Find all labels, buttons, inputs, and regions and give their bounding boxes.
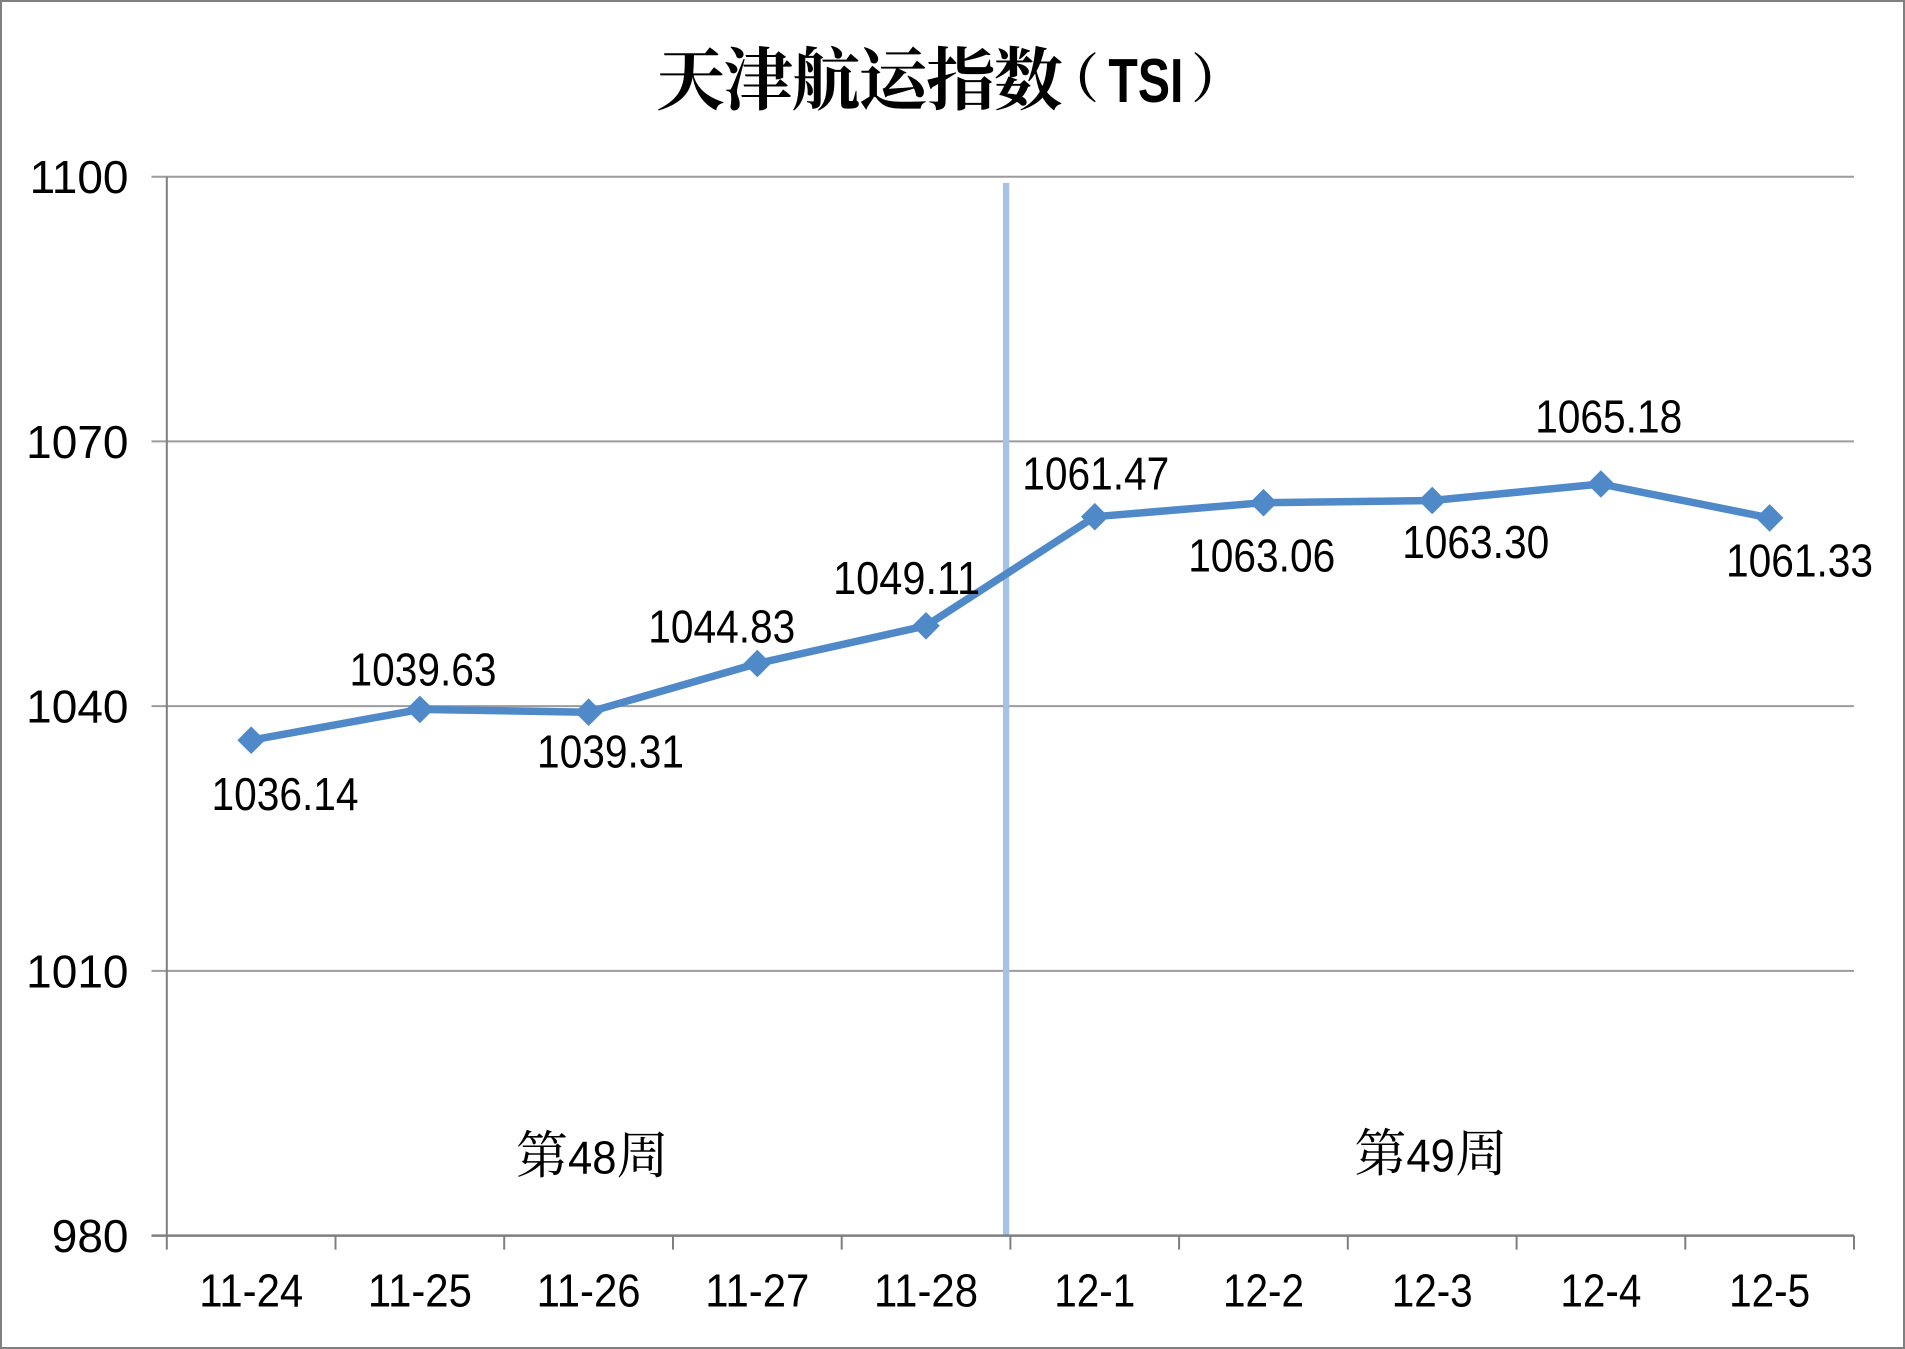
svg-text:980: 980	[52, 1210, 129, 1262]
svg-text:1049.11: 1049.11	[833, 552, 980, 604]
svg-text:1100: 1100	[30, 151, 129, 203]
svg-text:11-24: 11-24	[199, 1264, 303, 1316]
svg-text:49: 49	[1406, 1130, 1455, 1182]
svg-text:11-26: 11-26	[537, 1264, 641, 1316]
svg-text:1061.47: 1061.47	[1022, 447, 1169, 499]
svg-text:1044.83: 1044.83	[648, 601, 795, 653]
svg-text:1065.18: 1065.18	[1535, 391, 1682, 443]
svg-text:1039.31: 1039.31	[537, 725, 684, 777]
svg-text:48: 48	[568, 1132, 617, 1184]
svg-text:1040: 1040	[26, 681, 128, 733]
svg-text:1063.06: 1063.06	[1188, 530, 1335, 582]
svg-text:1063.30: 1063.30	[1402, 516, 1549, 568]
svg-text:11-28: 11-28	[874, 1264, 978, 1316]
svg-text:12-2: 12-2	[1223, 1264, 1304, 1316]
svg-text:12-5: 12-5	[1729, 1264, 1810, 1316]
svg-text:11-25: 11-25	[368, 1264, 472, 1316]
svg-text:1010: 1010	[26, 945, 128, 997]
svg-text:12-1: 12-1	[1054, 1264, 1135, 1316]
svg-text:1039.63: 1039.63	[350, 644, 497, 696]
svg-text:12-4: 12-4	[1560, 1264, 1641, 1316]
svg-text:1036.14: 1036.14	[212, 768, 359, 820]
svg-text:1070: 1070	[26, 416, 128, 468]
svg-text:1061.33: 1061.33	[1726, 535, 1873, 587]
svg-text:12-3: 12-3	[1392, 1264, 1473, 1316]
svg-text:11-27: 11-27	[705, 1264, 809, 1316]
svg-text:TSI: TSI	[1108, 47, 1183, 116]
